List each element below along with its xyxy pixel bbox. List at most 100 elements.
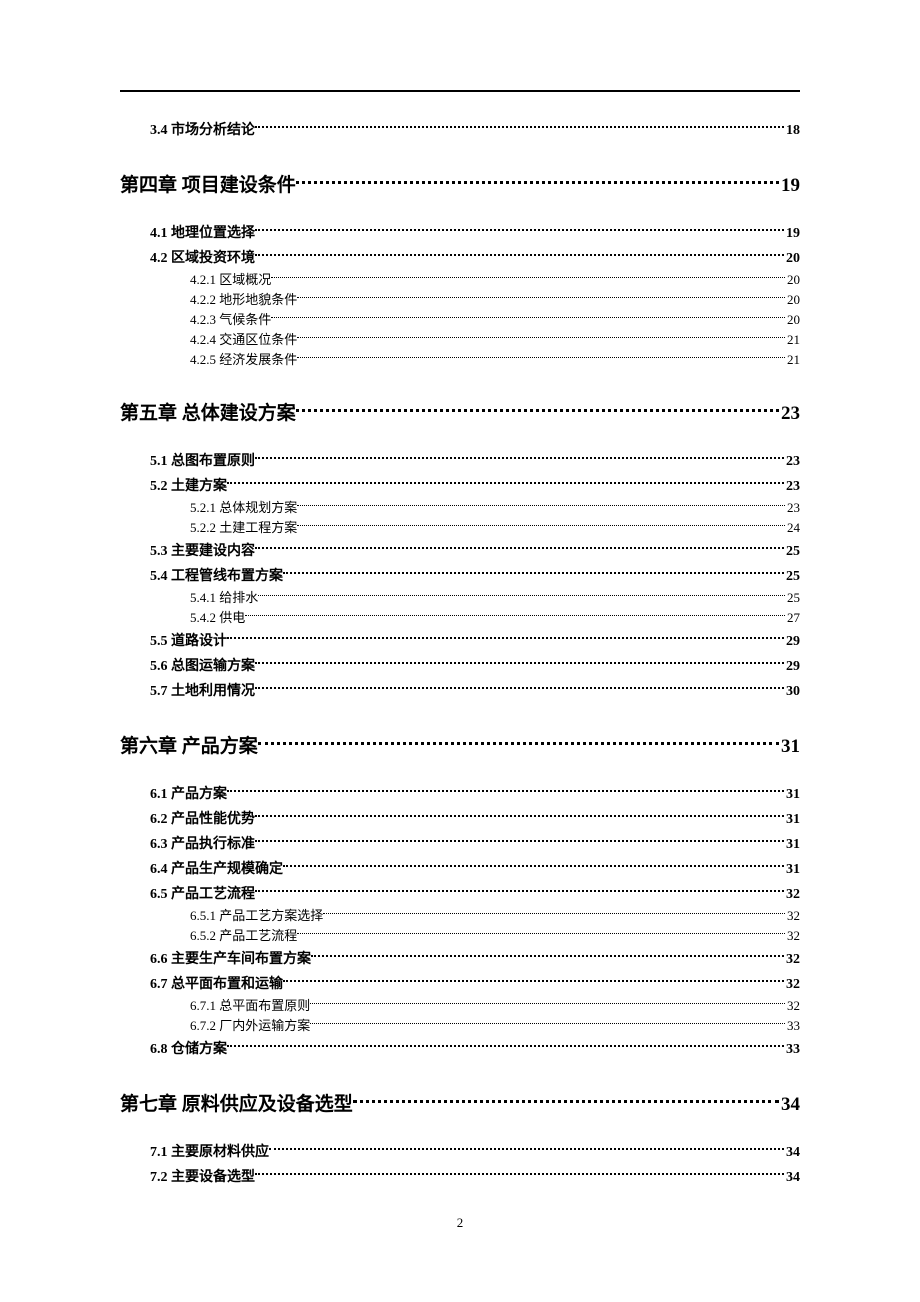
toc-label: 5.2.2 土建工程方案 bbox=[190, 521, 297, 534]
toc-label: 4.2.4 交通区位条件 bbox=[190, 333, 297, 346]
toc-leader bbox=[255, 656, 784, 670]
toc-entry: 6.4 产品生产规模确定 31 bbox=[120, 859, 800, 877]
toc-entry: 第六章 产品方案31 bbox=[120, 733, 800, 756]
toc-page: 32 bbox=[785, 929, 800, 942]
toc-page: 25 bbox=[785, 591, 800, 604]
toc-label: 7.2 主要设备选型 bbox=[150, 1171, 255, 1185]
toc-label: 5.1 总图布置原则 bbox=[150, 455, 255, 469]
toc-page: 34 bbox=[784, 1171, 800, 1185]
toc-page: 29 bbox=[784, 635, 800, 649]
toc-label: 5.4.1 给排水 bbox=[190, 591, 258, 604]
toc-entry: 5.1 总图布置原则 23 bbox=[120, 451, 800, 469]
toc-leader bbox=[297, 291, 785, 304]
toc-label: 4.2 区域投资环境 bbox=[150, 252, 255, 266]
toc-label: 6.5 产品工艺流程 bbox=[150, 888, 255, 902]
toc-page: 31 bbox=[784, 813, 800, 827]
toc-label: 6.4 产品生产规模确定 bbox=[150, 863, 283, 877]
toc-label: 6.7 总平面布置和运输 bbox=[150, 978, 283, 992]
toc-leader bbox=[255, 120, 784, 134]
toc-entry: 6.8 仓储方案 33 bbox=[120, 1039, 800, 1057]
toc-leader bbox=[297, 519, 785, 532]
toc-page: 32 bbox=[784, 888, 800, 902]
toc-page: 33 bbox=[784, 1043, 800, 1057]
toc-page: 23 bbox=[785, 501, 800, 514]
toc-entry: 第四章 项目建设条件19 bbox=[120, 172, 800, 195]
toc-leader bbox=[258, 589, 785, 602]
toc-leader bbox=[296, 172, 779, 191]
toc-label: 3.4 市场分析结论 bbox=[150, 124, 255, 138]
toc-label: 6.5.1 产品工艺方案选择 bbox=[190, 909, 323, 922]
toc-label: 6.8 仓储方案 bbox=[150, 1043, 227, 1057]
header-rule bbox=[120, 90, 800, 92]
toc-page: 20 bbox=[784, 252, 800, 266]
toc-entry: 4.2 区域投资环境 20 bbox=[120, 248, 800, 266]
toc-label: 5.7 土地利用情况 bbox=[150, 685, 255, 699]
toc-leader bbox=[227, 784, 784, 798]
toc-leader bbox=[255, 248, 784, 262]
toc-leader bbox=[297, 351, 785, 364]
toc-entry: 4.1 地理位置选择19 bbox=[120, 223, 800, 241]
toc-label: 5.3 主要建设内容 bbox=[150, 545, 255, 559]
toc-entry: 6.5.2 产品工艺流程 32 bbox=[120, 927, 800, 942]
toc-label: 5.5 道路设计 bbox=[150, 635, 227, 649]
toc-page: 25 bbox=[784, 570, 800, 584]
toc-entry: 5.2.1 总体规划方案 23 bbox=[120, 499, 800, 514]
toc-entry: 4.2.1 区域概况20 bbox=[120, 271, 800, 286]
toc-page: 32 bbox=[785, 909, 800, 922]
toc-label: 4.2.5 经济发展条件 bbox=[190, 353, 297, 366]
toc-leader bbox=[353, 1091, 779, 1110]
toc-label: 5.2.1 总体规划方案 bbox=[190, 501, 297, 514]
toc-page: 23 bbox=[784, 455, 800, 469]
toc-entry: 4.2.3 气候条件20 bbox=[120, 311, 800, 326]
toc-page: 18 bbox=[784, 124, 800, 138]
toc-leader bbox=[227, 1039, 784, 1053]
toc-label: 6.7.2 厂内外运输方案 bbox=[190, 1019, 310, 1032]
toc-leader bbox=[255, 1167, 784, 1181]
toc-leader bbox=[255, 541, 784, 555]
toc-entry: 第五章 总体建设方案23 bbox=[120, 400, 800, 423]
toc-page: 20 bbox=[785, 293, 800, 306]
toc-entry: 6.7.2 厂内外运输方案 33 bbox=[120, 1017, 800, 1032]
toc-leader bbox=[297, 331, 785, 344]
toc-entry: 6.7.1 总平面布置原则32 bbox=[120, 997, 800, 1012]
toc-entry: 5.3 主要建设内容25 bbox=[120, 541, 800, 559]
toc-entry: 5.4 工程管线布置方案25 bbox=[120, 566, 800, 584]
toc-label: 6.5.2 产品工艺流程 bbox=[190, 929, 297, 942]
toc-leader bbox=[255, 451, 784, 465]
toc-page: 31 bbox=[784, 863, 800, 877]
toc-entry: 6.7 总平面布置和运输32 bbox=[120, 974, 800, 992]
toc-leader bbox=[283, 859, 784, 873]
toc-page: 31 bbox=[784, 838, 800, 852]
toc-entry: 5.4.2 供电27 bbox=[120, 609, 800, 624]
toc-leader bbox=[283, 566, 784, 580]
toc-entry: 6.3 产品执行标准 31 bbox=[120, 834, 800, 852]
page-number: 2 bbox=[120, 1215, 800, 1231]
toc-entry: 5.2.2 土建工程方案24 bbox=[120, 519, 800, 534]
toc-page: 34 bbox=[784, 1146, 800, 1160]
toc-leader bbox=[296, 400, 779, 419]
toc-entry: 4.2.5 经济发展条件 21 bbox=[120, 351, 800, 366]
toc-entry: 5.6 总图运输方案29 bbox=[120, 656, 800, 674]
toc-page: 21 bbox=[785, 353, 800, 366]
table-of-contents: 3.4 市场分析结论 18 第四章 项目建设条件19 4.1 地理位置选择19 4.2 … bbox=[120, 120, 800, 1185]
toc-leader bbox=[258, 733, 779, 752]
toc-label: 4.2.2 地形地貌条件 bbox=[190, 293, 297, 306]
toc-leader bbox=[255, 834, 784, 848]
toc-page: 33 bbox=[785, 1019, 800, 1032]
toc-page: 32 bbox=[784, 953, 800, 967]
toc-page: 20 bbox=[785, 313, 800, 326]
toc-page: 34 bbox=[779, 1095, 800, 1114]
toc-label: 6.1 产品方案 bbox=[150, 788, 227, 802]
toc-leader bbox=[297, 499, 785, 512]
toc-leader bbox=[310, 1017, 785, 1030]
toc-entry: 5.7 土地利用情况30 bbox=[120, 681, 800, 699]
toc-page: 23 bbox=[779, 404, 800, 423]
toc-entry: 6.5 产品工艺流程 32 bbox=[120, 884, 800, 902]
toc-entry: 5.2 土建方案23 bbox=[120, 476, 800, 494]
toc-label: 5.6 总图运输方案 bbox=[150, 660, 255, 674]
toc-label: 6.3 产品执行标准 bbox=[150, 838, 255, 852]
toc-label: 5.4.2 供电 bbox=[190, 611, 245, 624]
toc-page: 21 bbox=[785, 333, 800, 346]
toc-entry: 7.1 主要原材料供应34 bbox=[120, 1142, 800, 1160]
toc-leader bbox=[255, 223, 784, 237]
